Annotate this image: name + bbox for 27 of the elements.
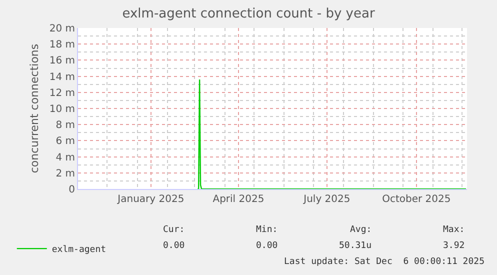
y-axis-title: concurrent connections xyxy=(28,44,41,174)
y-tick-label: 0 xyxy=(68,184,75,196)
y-tick-label: 20 m xyxy=(49,24,75,34)
text: Last update: Sat Dec 6 00:00:11 2025 xyxy=(284,257,484,267)
text: Max: xyxy=(443,225,465,235)
legend-label: exlm-agent xyxy=(52,245,106,256)
text: Cur: xyxy=(163,225,185,235)
text: 3.92 xyxy=(443,241,465,251)
x-tick-label: October 2025 xyxy=(382,194,451,205)
y-tick-label: 14 m xyxy=(49,72,75,83)
y-tick-label: 6 m xyxy=(56,136,75,148)
text: 50.31u xyxy=(339,241,372,251)
x-tick-label: April 2025 xyxy=(212,194,264,205)
text: Avg: xyxy=(350,225,372,235)
x-tick-label: July 2025 xyxy=(302,194,350,205)
chart-title: exlm-agent connection count - by year xyxy=(122,6,376,22)
y-tick-label: 10 m xyxy=(49,104,75,115)
text: Min: xyxy=(256,225,278,235)
y-tick-label: 16 m xyxy=(49,56,75,67)
x-tick-label: January 2025 xyxy=(116,194,184,205)
y-tick-label: 18 m xyxy=(49,40,75,51)
y-tick-label: 8 m xyxy=(56,120,75,132)
y-tick-label: 4 m xyxy=(56,152,75,164)
text: 0.00 xyxy=(163,241,185,251)
text: 0.00 xyxy=(256,241,278,251)
y-tick-label: 12 m xyxy=(49,88,75,99)
y-tick-label: 2 m xyxy=(56,168,75,180)
